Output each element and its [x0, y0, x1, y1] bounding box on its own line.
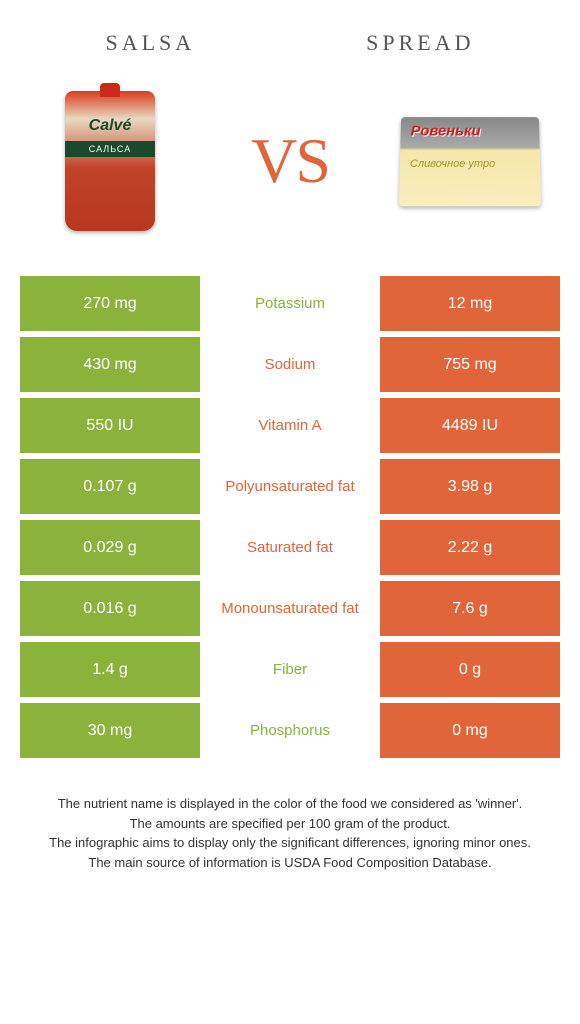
cell-nutrient-label: Fiber [200, 642, 380, 697]
cell-right-value: 12 mg [380, 276, 560, 331]
table-row: 0.016 gMonounsaturated fat7.6 g [20, 581, 560, 636]
cell-right-value: 2.22 g [380, 520, 560, 575]
cell-nutrient-label: Potassium [200, 276, 380, 331]
spread-image [400, 81, 540, 241]
title-right: Spread [366, 30, 474, 56]
cell-nutrient-label: Polyunsaturated fat [200, 459, 380, 514]
footer-notes: The nutrient name is displayed in the co… [0, 764, 580, 872]
cell-right-value: 4489 IU [380, 398, 560, 453]
cell-nutrient-label: Phosphorus [200, 703, 380, 758]
table-row: 0.029 gSaturated fat2.22 g [20, 520, 560, 575]
products-row: VS [0, 66, 580, 266]
footer-line: The amounts are specified per 100 gram o… [20, 814, 560, 834]
header-row: Salsa Spread [0, 0, 580, 66]
vs-label: VS [251, 124, 329, 198]
cell-left-value: 0.029 g [20, 520, 200, 575]
cell-left-value: 0.107 g [20, 459, 200, 514]
cell-left-value: 430 mg [20, 337, 200, 392]
cell-left-value: 270 mg [20, 276, 200, 331]
salsa-image [40, 81, 180, 241]
cell-right-value: 0 mg [380, 703, 560, 758]
footer-line: The main source of information is USDA F… [20, 853, 560, 873]
cell-left-value: 1.4 g [20, 642, 200, 697]
table-row: 30 mgPhosphorus0 mg [20, 703, 560, 758]
cell-nutrient-label: Sodium [200, 337, 380, 392]
cell-right-value: 7.6 g [380, 581, 560, 636]
cell-left-value: 550 IU [20, 398, 200, 453]
cell-nutrient-label: Saturated fat [200, 520, 380, 575]
cell-right-value: 0 g [380, 642, 560, 697]
title-left: Salsa [105, 30, 195, 56]
table-row: 0.107 gPolyunsaturated fat3.98 g [20, 459, 560, 514]
table-row: 270 mgPotassium12 mg [20, 276, 560, 331]
cell-nutrient-label: Vitamin A [200, 398, 380, 453]
cell-nutrient-label: Monounsaturated fat [200, 581, 380, 636]
table-row: 1.4 gFiber0 g [20, 642, 560, 697]
footer-line: The nutrient name is displayed in the co… [20, 794, 560, 814]
nutrient-table: 270 mgPotassium12 mg 430 mgSodium755 mg 55… [20, 276, 560, 758]
cell-right-value: 3.98 g [380, 459, 560, 514]
footer-line: The infographic aims to display only the… [20, 833, 560, 853]
cell-right-value: 755 mg [380, 337, 560, 392]
cell-left-value: 0.016 g [20, 581, 200, 636]
cell-left-value: 30 mg [20, 703, 200, 758]
table-row: 430 mgSodium755 mg [20, 337, 560, 392]
table-row: 550 IUVitamin A4489 IU [20, 398, 560, 453]
